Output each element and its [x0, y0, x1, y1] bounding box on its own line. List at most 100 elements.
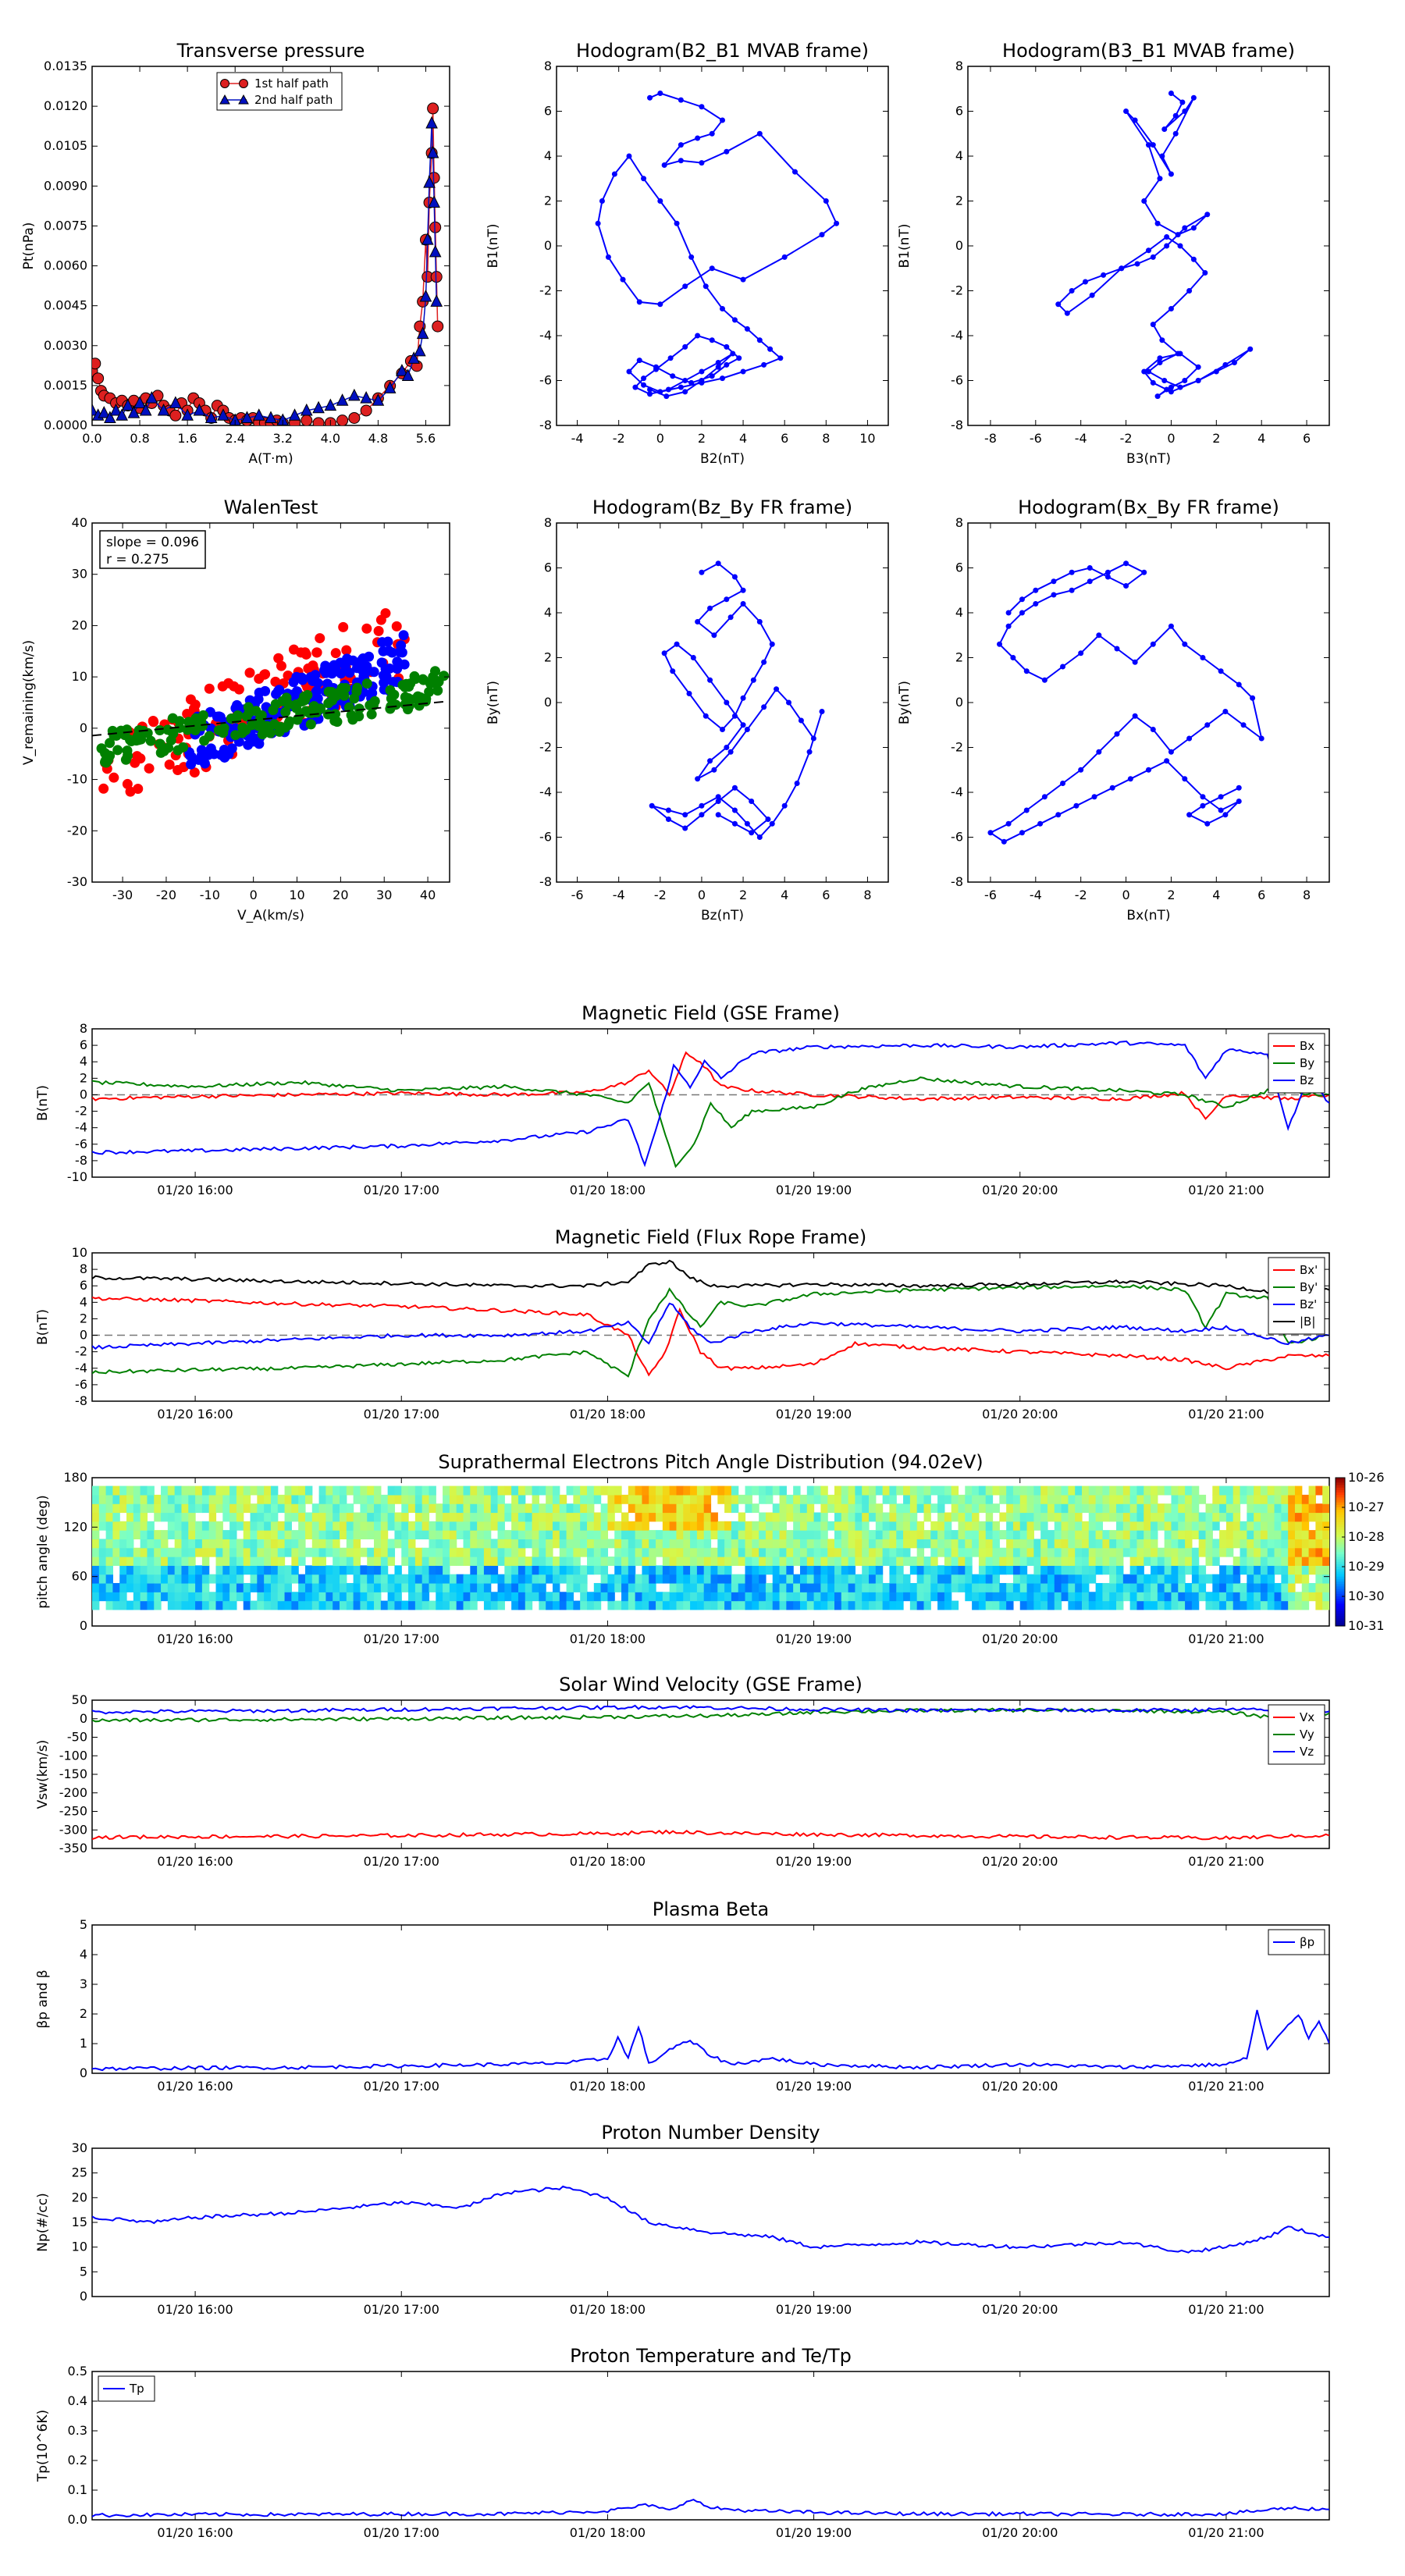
heatmap-cell	[889, 1592, 897, 1602]
heatmap-cell	[1040, 1574, 1048, 1584]
heatmap-cell	[1219, 1574, 1227, 1584]
x-tick-label: 2	[1212, 431, 1220, 446]
heatmap-cell	[710, 1512, 718, 1522]
heatmap-cell	[642, 1512, 649, 1522]
heatmap-cell	[250, 1565, 258, 1575]
heatmap-cell	[1232, 1582, 1241, 1592]
hodogram-point	[777, 355, 784, 361]
heatmap-cell	[696, 1557, 705, 1566]
heatmap-cell	[298, 1494, 306, 1504]
heatmap-cell	[1191, 1557, 1200, 1566]
heatmap-cell	[208, 1503, 217, 1514]
hodogram-point	[1089, 292, 1095, 298]
heatmap-cell	[965, 1582, 973, 1592]
heatmap-cell	[483, 1565, 492, 1575]
heatmap-cell	[1267, 1539, 1275, 1549]
heatmap-cell	[436, 1592, 443, 1602]
heatmap-cell	[731, 1503, 739, 1514]
heatmap-cell	[1082, 1565, 1090, 1575]
heatmap-cell	[408, 1592, 416, 1602]
heatmap-cell	[195, 1494, 203, 1504]
plot-area	[595, 91, 840, 400]
colorbar-step	[1336, 1495, 1345, 1498]
heatmap-cell	[806, 1582, 815, 1592]
heatmap-cell	[972, 1539, 980, 1549]
heatmap-cell	[1075, 1521, 1083, 1531]
heatmap-cell	[154, 1547, 162, 1557]
heatmap-cell	[1225, 1503, 1234, 1514]
heatmap-cell	[923, 1600, 931, 1610]
heatmap-cell	[985, 1530, 994, 1540]
heatmap-cell	[436, 1600, 443, 1610]
y-tick-label: -6	[75, 1137, 87, 1151]
x-tick-label: 4.8	[368, 431, 388, 446]
heatmap-cell	[944, 1600, 952, 1610]
heatmap-cell	[188, 1582, 196, 1592]
heatmap-cell	[827, 1565, 835, 1575]
heatmap-cell	[958, 1565, 966, 1575]
heatmap-cell	[683, 1592, 691, 1602]
heatmap-cell	[869, 1503, 877, 1514]
heatmap-cell	[470, 1582, 478, 1592]
walen-point	[190, 724, 201, 735]
hodogram-point	[727, 614, 734, 621]
heatmap-cell	[607, 1503, 615, 1514]
heatmap-cell	[841, 1521, 849, 1531]
heatmap-cell	[1315, 1530, 1323, 1540]
heatmap-cell	[965, 1485, 973, 1496]
heatmap-cell	[662, 1485, 670, 1496]
heatmap-cell	[1212, 1582, 1220, 1592]
heatmap-cell	[1129, 1485, 1138, 1496]
hodogram-point	[699, 104, 705, 110]
heatmap-cell	[1191, 1565, 1200, 1575]
walen-point	[347, 714, 358, 725]
heatmap-cell	[662, 1494, 670, 1504]
heatmap-cell	[607, 1582, 615, 1592]
heatmap-cell	[325, 1494, 333, 1504]
heatmap-cell	[1301, 1557, 1310, 1566]
walen-point	[291, 686, 302, 697]
heatmap-cell	[1267, 1512, 1275, 1522]
heatmap-cell	[628, 1600, 636, 1610]
hodogram-point	[1218, 668, 1224, 674]
walen-point	[133, 783, 144, 794]
heatmap-cell	[1033, 1547, 1041, 1557]
heatmap-cell	[587, 1521, 595, 1531]
heatmap-cell	[449, 1530, 457, 1540]
heatmap-cell	[683, 1521, 691, 1531]
heatmap-cell	[291, 1565, 299, 1575]
hodogram-point	[605, 254, 611, 260]
heatmap-cell	[92, 1574, 100, 1584]
heatmap-cell	[147, 1494, 155, 1504]
heatmap-cell	[401, 1557, 409, 1566]
heatmap-cell	[1088, 1547, 1097, 1557]
heatmap-cell	[848, 1565, 856, 1575]
heatmap-cell	[1281, 1574, 1289, 1584]
heatmap-cell	[539, 1539, 546, 1549]
walen-point	[199, 735, 210, 746]
heatmap-cell	[731, 1539, 739, 1549]
hodogram-point	[611, 171, 617, 177]
walen-point	[274, 685, 285, 696]
y-tick-label: 30	[72, 2140, 87, 2155]
heatmap-cell	[848, 1557, 856, 1566]
hodogram-point	[1231, 360, 1237, 365]
colorbar-step	[1336, 1599, 1345, 1602]
heatmap-cell	[827, 1547, 835, 1557]
walen-point	[251, 706, 261, 717]
hodogram-point	[736, 355, 742, 361]
heatmap-cell	[497, 1530, 505, 1540]
heatmap-cell	[669, 1582, 678, 1592]
heatmap-cell	[208, 1539, 217, 1549]
heatmap-cell	[394, 1582, 402, 1592]
colorbar-step	[1336, 1537, 1345, 1540]
heatmap-cell	[607, 1485, 615, 1496]
walen-point	[384, 663, 395, 674]
heatmap-cell	[298, 1530, 306, 1540]
hodogram-point	[1096, 749, 1102, 755]
heatmap-cell	[1068, 1494, 1076, 1504]
heatmap-cell	[1274, 1547, 1282, 1557]
fit-line	[92, 700, 450, 737]
heatmap-cell	[367, 1547, 375, 1557]
heatmap-cell	[799, 1547, 808, 1557]
